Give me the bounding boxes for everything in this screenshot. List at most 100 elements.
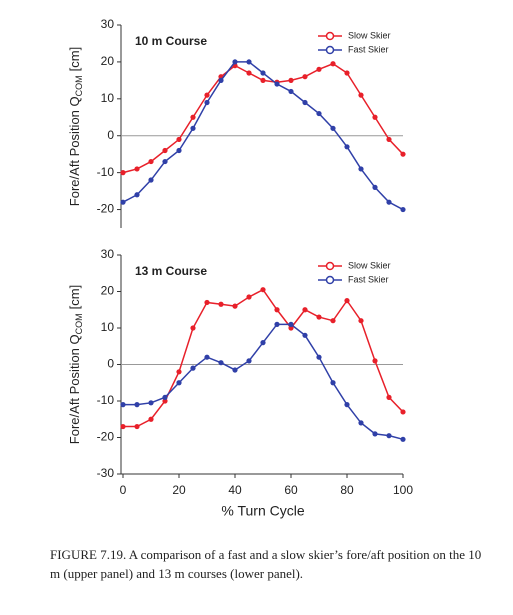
- data-point: [288, 88, 294, 95]
- x-tick-label: 80: [340, 483, 354, 497]
- data-point: [232, 59, 238, 65]
- y-label-main: Fore/Aft Position Q: [67, 96, 82, 206]
- data-point: [218, 301, 224, 307]
- data-point: [274, 307, 280, 313]
- panel-title: 13 m Course: [135, 264, 207, 278]
- y-tick-label: 10: [101, 91, 115, 105]
- data-point: [316, 110, 322, 117]
- data-point: [330, 318, 336, 324]
- data-point: [302, 332, 308, 338]
- data-point: [344, 298, 350, 304]
- data-point: [372, 184, 378, 190]
- data-point: [148, 177, 154, 183]
- data-point: [386, 199, 392, 205]
- series-line: [123, 288, 404, 428]
- data-point: [204, 99, 210, 106]
- data-point: [400, 436, 406, 442]
- data-point: [316, 66, 322, 72]
- data-point: [246, 59, 252, 65]
- data-point: [148, 416, 154, 422]
- data-point: [246, 70, 252, 76]
- x-tick-label: 0: [120, 483, 127, 497]
- data-point: [260, 340, 266, 346]
- data-point: [246, 294, 252, 300]
- y-tick-label: 30: [101, 17, 115, 31]
- y-tick-label: -10: [97, 393, 115, 407]
- data-point: [232, 367, 238, 373]
- legend-marker: [325, 275, 335, 285]
- y-tick-label: 30: [101, 247, 115, 261]
- panel-title: 10 m Course: [135, 34, 207, 48]
- caption: FIGURE 7.19. A comparison of a fast and …: [50, 547, 482, 581]
- y-tick-label: 0: [107, 128, 114, 142]
- data-point: [120, 170, 126, 176]
- data-point: [176, 380, 182, 386]
- data-point: [232, 303, 238, 309]
- legend-marker: [325, 261, 335, 271]
- x-tick-label: 100: [393, 483, 413, 497]
- data-point: [344, 402, 350, 408]
- data-point: [274, 81, 280, 87]
- data-point: [400, 409, 406, 415]
- y-tick-label: 10: [101, 320, 115, 334]
- data-point: [400, 151, 406, 157]
- y-axis-label: Fore/Aft Position QCOM [cm]: [67, 47, 84, 206]
- data-point: [162, 394, 168, 400]
- data-point: [386, 433, 392, 439]
- data-point: [372, 431, 378, 437]
- data-point: [316, 354, 322, 360]
- data-point: [190, 365, 196, 371]
- data-point: [120, 423, 126, 430]
- data-point: [204, 354, 210, 360]
- data-point: [358, 318, 364, 324]
- x-tick-label: 60: [284, 483, 298, 497]
- data-point: [176, 136, 182, 143]
- data-point: [134, 423, 140, 430]
- y-label-unit: [cm]: [67, 47, 82, 72]
- data-point: [330, 125, 336, 131]
- data-point: [176, 147, 182, 154]
- data-point: [162, 147, 168, 154]
- legend-label: Slow Skier: [348, 30, 391, 40]
- y-label-unit: [cm]: [67, 285, 82, 310]
- legend-marker: [325, 45, 335, 55]
- data-point: [120, 402, 126, 408]
- data-point: [190, 114, 196, 120]
- data-point: [386, 136, 392, 143]
- data-point: [274, 321, 280, 327]
- data-point: [190, 125, 196, 131]
- data-point: [316, 314, 322, 320]
- legend-label: Fast Skier: [348, 274, 389, 284]
- data-point: [372, 114, 378, 120]
- legend-marker: [325, 31, 335, 41]
- data-point: [330, 61, 336, 67]
- data-point: [302, 74, 308, 80]
- data-point: [288, 321, 294, 327]
- data-point: [246, 358, 252, 364]
- y-tick-label: -10: [97, 165, 115, 179]
- y-label-sub: COM: [74, 75, 84, 96]
- data-point: [372, 358, 378, 364]
- data-point: [288, 325, 294, 331]
- chart: -20 -10 0 10 20 30 10 m Course Fore/Aft Positio…: [67, 17, 413, 519]
- legend-label: Fast Skier: [348, 44, 389, 54]
- x-tick-label: 20: [172, 483, 186, 497]
- y-tick-label: -30: [97, 466, 115, 480]
- data-point: [260, 287, 266, 293]
- data-point: [204, 92, 210, 98]
- data-point: [218, 360, 224, 366]
- data-point: [358, 166, 364, 172]
- data-point: [218, 77, 224, 83]
- data-point: [162, 398, 168, 404]
- y-tick-label: 0: [107, 357, 114, 371]
- y-label-sub: COM: [74, 313, 84, 334]
- data-point: [134, 192, 140, 198]
- data-point: [302, 99, 308, 106]
- data-point: [260, 77, 266, 83]
- data-point: [386, 394, 392, 400]
- y-label-main: Fore/Aft Position Q: [67, 334, 82, 444]
- data-point: [344, 70, 350, 76]
- data-point: [134, 166, 140, 172]
- data-point: [134, 402, 140, 408]
